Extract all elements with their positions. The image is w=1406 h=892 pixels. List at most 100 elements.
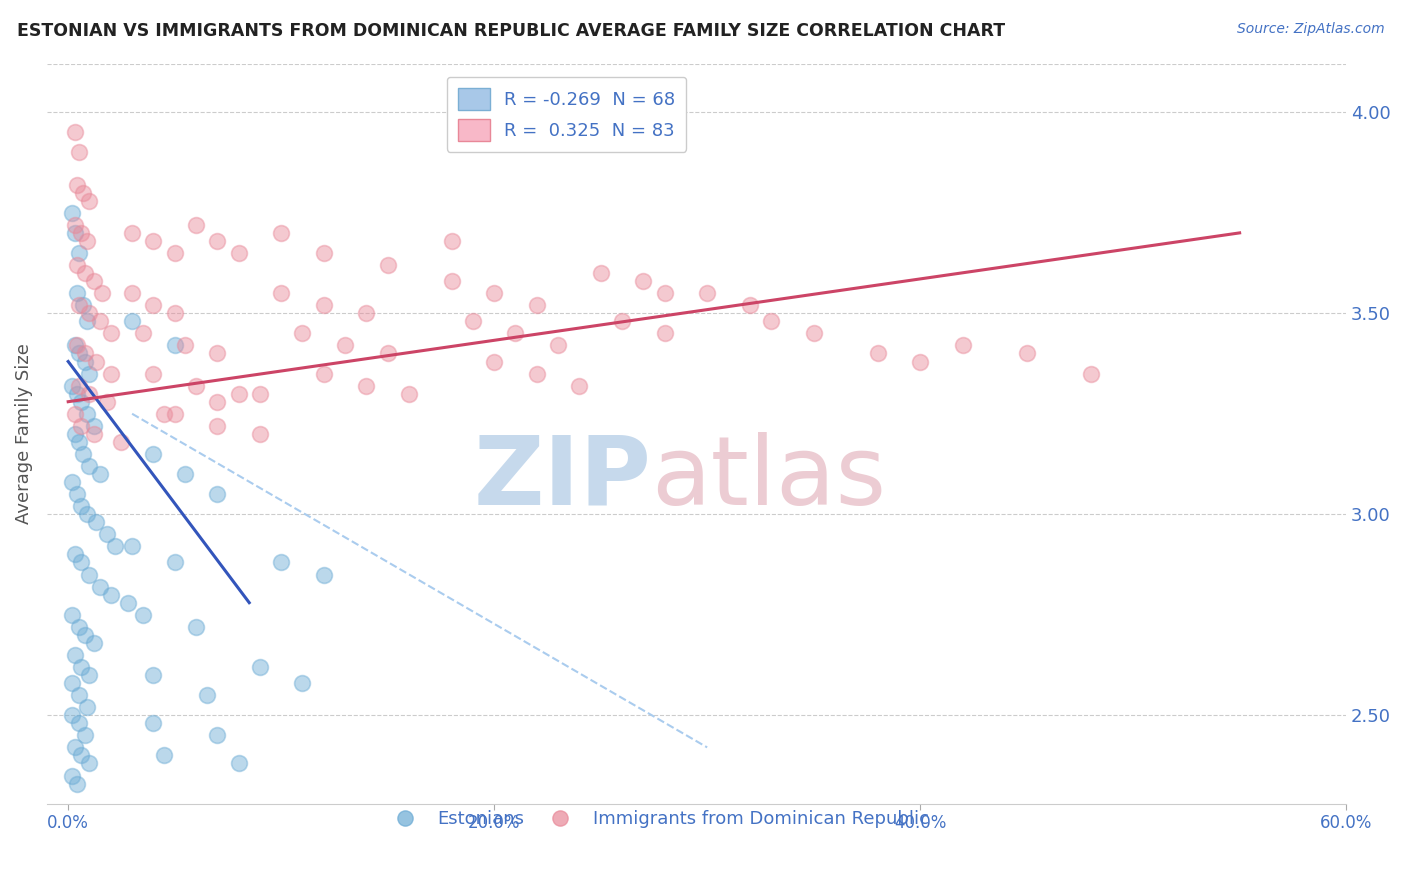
Point [228,386,250,401]
Point [174,338,197,352]
Point [312,298,335,312]
Point [75,354,97,368]
Point [163,338,186,352]
Point [67,620,90,634]
Point [142,716,165,731]
Point [184,218,207,232]
Point [96,394,118,409]
Point [333,338,356,352]
Point [83,636,105,650]
Point [249,386,271,401]
Point [249,426,271,441]
Point [70,660,93,674]
Point [66,386,89,401]
Point [738,298,761,312]
Text: Source: ZipAtlas.com: Source: ZipAtlas.com [1237,22,1385,37]
Point [356,306,378,320]
Point [63,407,86,421]
Point [207,394,229,409]
Point [195,688,218,702]
Point [142,234,165,248]
Point [72,298,94,312]
Point [63,226,86,240]
Point [312,367,335,381]
Point [610,314,633,328]
Point [356,378,378,392]
Point [75,346,97,360]
Point [83,274,105,288]
Point [142,298,165,312]
Point [76,234,98,248]
Point [398,386,420,401]
Point [76,508,98,522]
Point [121,540,143,554]
Point [70,394,93,409]
Point [207,418,229,433]
Point [153,407,176,421]
Point [270,556,292,570]
Point [654,286,676,301]
Point [377,346,399,360]
Point [84,354,107,368]
Point [461,314,484,328]
Point [163,407,186,421]
Point [207,346,229,360]
Point [72,447,94,461]
Point [63,548,86,562]
Point [67,246,90,260]
Point [866,346,889,360]
Point [121,226,143,240]
Point [952,338,974,352]
Point [312,246,335,260]
Point [696,286,718,301]
Point [75,266,97,280]
Point [117,596,139,610]
Point [63,648,86,662]
Point [163,556,186,570]
Point [163,306,186,320]
Point [803,326,825,341]
Point [526,367,548,381]
Point [121,314,143,328]
Point [440,274,463,288]
Point [91,286,114,301]
Point [482,286,505,301]
Point [63,740,86,755]
Point [96,527,118,541]
Point [76,407,98,421]
Point [62,378,84,392]
Point [270,286,292,301]
Point [377,258,399,272]
Point [79,668,101,682]
Point [184,620,207,634]
Point [174,467,197,481]
Point [76,314,98,328]
Point [89,467,111,481]
Point [70,499,93,513]
Point [67,145,90,160]
Point [62,768,84,782]
Point [75,728,97,742]
Point [67,688,90,702]
Point [1015,346,1038,360]
Point [526,298,548,312]
Point [100,588,122,602]
Point [89,314,111,328]
Point [1080,367,1102,381]
Point [67,434,90,449]
Point [76,700,98,714]
Point [568,378,591,392]
Point [63,338,86,352]
Point [70,226,93,240]
Point [72,186,94,200]
Text: ESTONIAN VS IMMIGRANTS FROM DOMINICAN REPUBLIC AVERAGE FAMILY SIZE CORRELATION C: ESTONIAN VS IMMIGRANTS FROM DOMINICAN RE… [17,22,1005,40]
Point [75,628,97,642]
Point [70,556,93,570]
Point [142,367,165,381]
Text: ZIP: ZIP [474,432,651,524]
Point [67,346,90,360]
Point [67,378,90,392]
Point [62,206,84,220]
Point [79,386,101,401]
Point [184,378,207,392]
